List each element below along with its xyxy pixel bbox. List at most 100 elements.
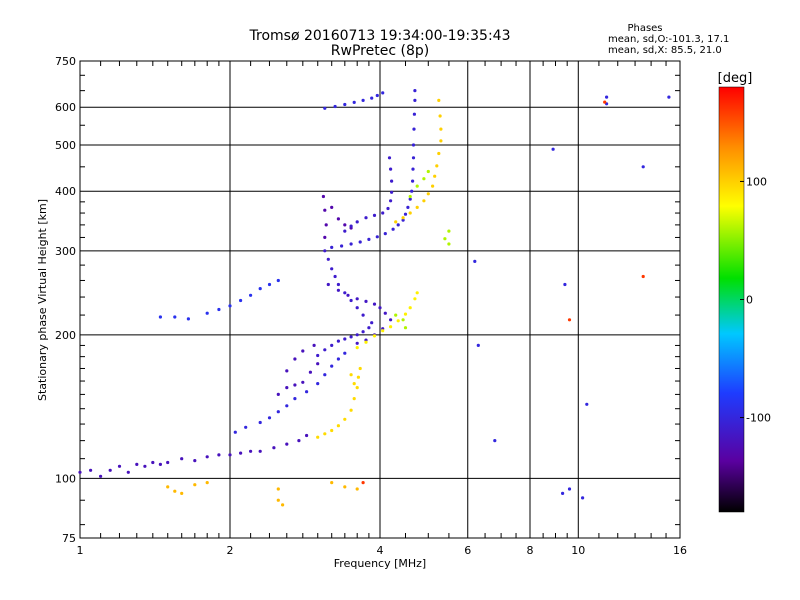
x-tick-label: 2: [227, 544, 234, 557]
data-point: [205, 311, 209, 315]
data-point: [367, 237, 371, 241]
data-point: [316, 362, 320, 366]
data-point: [355, 297, 359, 301]
data-point: [361, 98, 365, 102]
data-point: [205, 481, 209, 485]
colorbar: [718, 86, 745, 513]
data-point: [293, 383, 297, 387]
data-point: [413, 98, 417, 102]
data-point: [258, 449, 262, 453]
data-point: [349, 335, 353, 339]
data-point: [143, 464, 147, 468]
data-point: [603, 100, 607, 104]
data-point: [389, 325, 393, 329]
data-point: [401, 318, 405, 322]
y-tick-label: 100: [55, 472, 76, 485]
data-point: [411, 156, 416, 160]
data-point: [422, 199, 426, 203]
data-point: [249, 293, 253, 297]
data-point: [406, 205, 410, 209]
data-point: [312, 343, 316, 347]
x-tick-label: 4: [377, 544, 384, 557]
data-point: [276, 278, 280, 283]
y-tick-label: 75: [62, 532, 76, 545]
data-point: [551, 147, 555, 151]
data-point: [228, 453, 232, 457]
data-point: [349, 224, 353, 228]
data-point: [285, 386, 289, 390]
x-tick-label: 10: [571, 544, 585, 557]
data-point: [411, 167, 415, 171]
data-point: [355, 333, 359, 337]
data-point: [352, 100, 356, 104]
data-point: [355, 306, 359, 310]
data-point: [205, 455, 209, 459]
data-point: [431, 184, 435, 188]
data-point: [78, 470, 82, 474]
data-point: [323, 235, 327, 239]
data-point: [349, 373, 353, 377]
y-tick-label: 500: [55, 139, 76, 152]
data-point: [293, 357, 297, 361]
colorbar-ticks: 100 0 -100: [740, 175, 771, 425]
data-point: [301, 349, 305, 353]
data-point: [343, 485, 347, 489]
data-point: [391, 227, 395, 231]
data-point: [443, 237, 447, 241]
y-tick-label: 300: [55, 245, 76, 258]
axis-ticks: 1 2 4 6 8 10 16 75 100 200 300 400 500 600 750: [55, 55, 687, 557]
data-point: [389, 167, 393, 171]
chart-subtitle: RwPretec (8p): [331, 43, 429, 59]
data-point: [217, 307, 221, 312]
data-point: [381, 91, 385, 95]
data-point: [276, 487, 280, 491]
data-point: [305, 433, 309, 438]
data-point: [370, 96, 374, 100]
data-point: [394, 313, 398, 317]
data-point: [336, 282, 340, 287]
data-point: [370, 321, 374, 325]
data-point: [193, 483, 197, 487]
colorbar-tick-label: 0: [746, 294, 753, 307]
data-point: [410, 189, 414, 193]
data-point: [180, 457, 184, 461]
data-point: [389, 318, 393, 322]
data-point: [276, 498, 280, 502]
y-tick-label: 400: [55, 185, 76, 198]
data-point: [396, 223, 400, 227]
x-tick-label: 8: [527, 544, 534, 557]
data-point: [438, 114, 442, 118]
data-point: [412, 112, 416, 116]
data-point: [585, 402, 589, 406]
data-point: [476, 343, 480, 347]
data-point: [293, 397, 297, 401]
data-point: [358, 366, 362, 371]
data-point: [272, 446, 276, 450]
data-point: [408, 197, 412, 201]
x-tick-label: 6: [464, 544, 471, 557]
data-point: [239, 451, 243, 455]
data-point: [567, 487, 572, 491]
data-point: [233, 430, 237, 434]
data-point: [330, 428, 334, 433]
data-point: [126, 470, 130, 474]
data-point: [343, 417, 347, 421]
data-point: [415, 291, 419, 295]
data-point: [411, 179, 415, 183]
data-point: [394, 220, 398, 224]
data-point: [135, 462, 139, 466]
data-point: [433, 174, 437, 178]
data-point: [403, 312, 408, 316]
data-point: [641, 274, 645, 279]
data-point: [244, 425, 248, 429]
data-point: [336, 288, 340, 292]
data-point: [367, 326, 371, 330]
data-point: [158, 315, 162, 319]
data-point: [437, 98, 441, 102]
data-point: [352, 397, 356, 401]
data-point: [258, 287, 262, 291]
data-point: [563, 282, 567, 287]
data-point: [439, 139, 443, 143]
data-point: [473, 259, 477, 263]
data-point: [276, 392, 280, 396]
